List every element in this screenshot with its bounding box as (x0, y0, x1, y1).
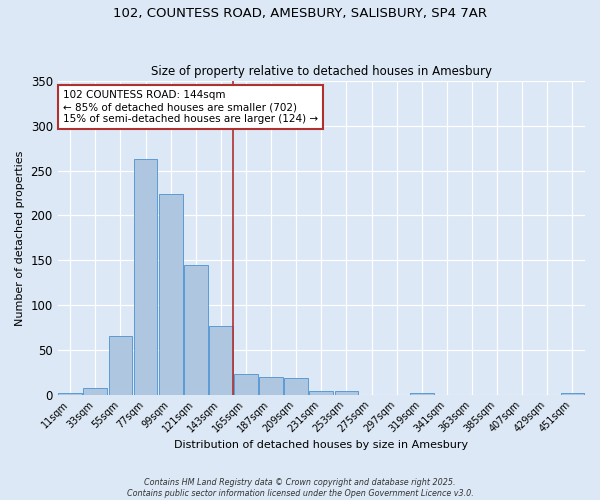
Y-axis label: Number of detached properties: Number of detached properties (15, 150, 25, 326)
Bar (560, 393, 584, 394)
Bar (410, 393, 434, 394)
Bar (259, 376, 283, 394)
Text: Contains HM Land Registry data © Crown copyright and database right 2025.
Contai: Contains HM Land Registry data © Crown c… (127, 478, 473, 498)
Text: 102, COUNTESS ROAD, AMESBURY, SALISBURY, SP4 7AR: 102, COUNTESS ROAD, AMESBURY, SALISBURY,… (113, 8, 487, 20)
Bar (234, 374, 258, 394)
Bar (310, 391, 333, 394)
Bar (209, 326, 233, 394)
Bar (284, 378, 308, 394)
Bar (159, 194, 182, 394)
Bar (83, 388, 107, 394)
X-axis label: Distribution of detached houses by size in Amesbury: Distribution of detached houses by size … (174, 440, 469, 450)
Bar (134, 159, 157, 394)
Bar (335, 391, 358, 394)
Bar (109, 336, 133, 394)
Bar (58, 393, 82, 394)
Title: Size of property relative to detached houses in Amesbury: Size of property relative to detached ho… (151, 66, 492, 78)
Bar (184, 264, 208, 394)
Text: 102 COUNTESS ROAD: 144sqm
← 85% of detached houses are smaller (702)
15% of semi: 102 COUNTESS ROAD: 144sqm ← 85% of detac… (63, 90, 318, 124)
